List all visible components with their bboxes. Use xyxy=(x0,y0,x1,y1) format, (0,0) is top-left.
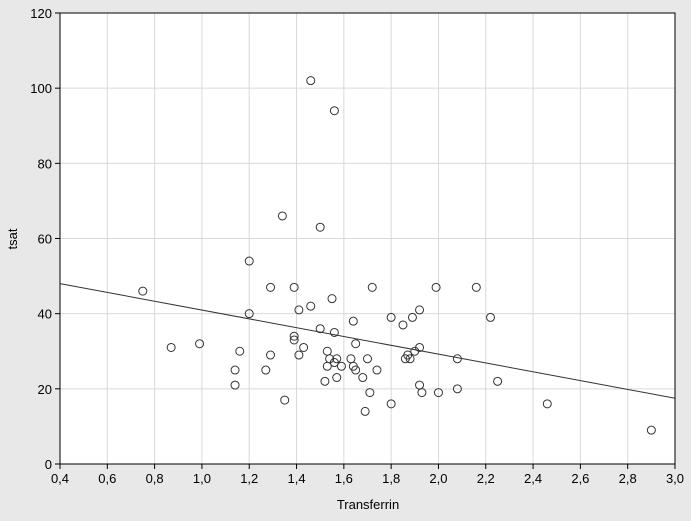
x-tick-label: 2,6 xyxy=(571,471,589,486)
x-tick-label: 1,8 xyxy=(382,471,400,486)
data-point xyxy=(365,388,375,398)
data-point xyxy=(138,286,148,296)
data-point xyxy=(452,354,462,364)
y-axis-ticks: 0 20 40 60 80 100 120 xyxy=(30,6,60,472)
data-point xyxy=(244,256,254,266)
data-point xyxy=(332,373,342,383)
data-point xyxy=(315,222,325,232)
data-point xyxy=(266,350,276,360)
y-tick-label: 0 xyxy=(45,457,52,472)
data-point xyxy=(486,312,495,322)
grid xyxy=(60,13,675,464)
data-point xyxy=(315,324,325,334)
data-point xyxy=(646,425,656,435)
x-tick-label: 2,4 xyxy=(524,471,542,486)
y-tick-label: 100 xyxy=(30,81,52,96)
regression-line xyxy=(59,283,676,399)
x-tick-label: 0,4 xyxy=(51,471,69,486)
x-tick-label: 2,8 xyxy=(619,471,637,486)
data-point xyxy=(277,211,287,221)
y-tick-label: 40 xyxy=(38,307,52,322)
data-point xyxy=(351,339,361,349)
data-point xyxy=(407,312,417,322)
x-tick-label: 1,6 xyxy=(335,471,353,486)
data-point xyxy=(289,282,299,292)
data-point xyxy=(261,365,271,375)
x-tick-label: 2,0 xyxy=(429,471,447,486)
data-point xyxy=(398,320,408,330)
data-point xyxy=(351,365,361,375)
data-point xyxy=(329,327,339,337)
x-axis-title: Transferrin xyxy=(337,497,399,512)
data-point xyxy=(336,361,346,371)
x-tick-label: 0,6 xyxy=(98,471,116,486)
data-point xyxy=(332,354,342,364)
data-point xyxy=(363,354,372,364)
data-point xyxy=(415,342,425,352)
data-point xyxy=(289,335,299,345)
data-point xyxy=(280,395,290,405)
data-point xyxy=(471,282,481,292)
data-point xyxy=(367,282,377,292)
data-point xyxy=(386,312,396,322)
data-point xyxy=(299,342,309,352)
data-point xyxy=(493,376,503,386)
data-point xyxy=(417,388,427,398)
x-tick-label: 3,0 xyxy=(666,471,684,486)
data-point xyxy=(329,106,339,116)
y-tick-label: 120 xyxy=(30,6,52,21)
data-point xyxy=(452,384,462,394)
y-tick-label: 80 xyxy=(38,156,52,171)
data-point xyxy=(235,346,245,356)
data-point xyxy=(372,365,382,375)
data-point xyxy=(327,294,337,304)
data-point xyxy=(289,331,299,341)
y-tick-label: 60 xyxy=(38,232,52,247)
y-axis-title: tsat xyxy=(5,228,20,249)
x-tick-label: 2,2 xyxy=(477,471,495,486)
x-tick-label: 1,2 xyxy=(240,471,258,486)
data-point xyxy=(195,339,205,349)
data-point xyxy=(320,376,330,386)
data-point xyxy=(358,373,368,383)
data-point xyxy=(386,399,396,409)
data-point xyxy=(230,365,240,375)
data-point xyxy=(306,301,316,311)
data-point xyxy=(415,305,425,315)
data-points xyxy=(138,76,656,435)
data-point xyxy=(294,350,304,360)
y-tick-label: 20 xyxy=(38,382,52,397)
data-point xyxy=(266,282,276,292)
x-axis-ticks: 0,4 0,6 0,8 1,0 1,2 1,4 1,6 1,8 2,0 2,2 2,4 2,6 2,8 3… xyxy=(51,464,684,486)
data-point xyxy=(431,282,441,292)
x-tick-label: 1,0 xyxy=(193,471,211,486)
data-point xyxy=(244,309,254,319)
data-point xyxy=(166,342,176,352)
data-point xyxy=(306,76,316,86)
x-tick-label: 1,4 xyxy=(287,471,305,486)
data-point xyxy=(348,316,358,326)
data-point xyxy=(230,380,240,390)
data-point xyxy=(360,406,370,416)
data-point xyxy=(294,305,304,315)
data-point xyxy=(542,399,552,409)
x-tick-label: 0,8 xyxy=(146,471,164,486)
data-point xyxy=(405,354,415,364)
data-point xyxy=(433,388,443,398)
